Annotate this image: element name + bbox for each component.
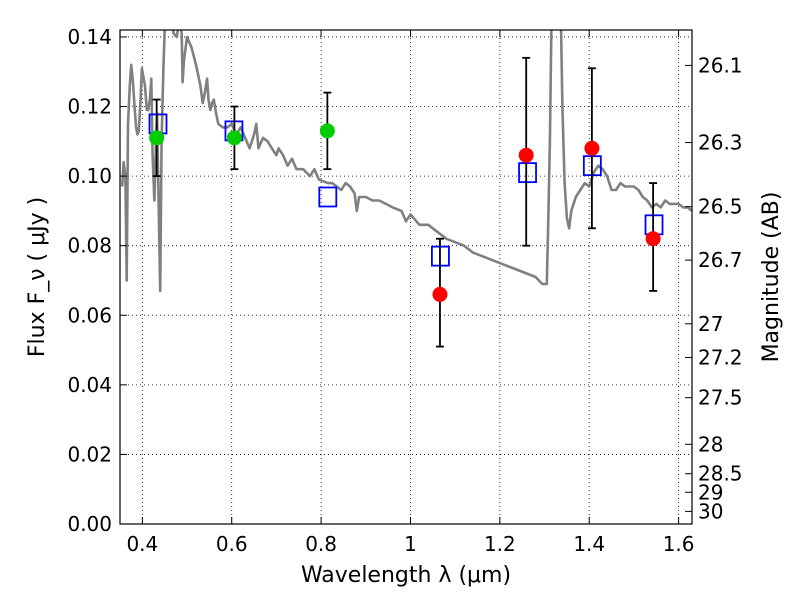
grid: [120, 30, 692, 525]
y2-axis-label: Magnitude (AB): [759, 192, 784, 363]
x-tick-label: 1.2: [484, 532, 516, 556]
y2-tick-label: 27.5: [698, 386, 743, 410]
y-tick-label: 0.02: [67, 442, 112, 466]
model-point: [518, 162, 537, 184]
x-tick-label: 1.4: [573, 532, 605, 556]
y2-tick-label: 27.2: [698, 345, 743, 369]
y-tick-label: 0.04: [67, 373, 112, 397]
y2-tick-label: 26.1: [698, 53, 743, 77]
y2-tick-label: 26.7: [698, 248, 743, 272]
y2-tick-label: 29: [698, 480, 723, 504]
y-tick-label: 0.14: [67, 25, 112, 49]
observed-point: [319, 123, 335, 139]
y2-tick-label: 27: [698, 312, 723, 336]
plot-area: [120, 30, 692, 348]
x-tick-label: 0.8: [305, 532, 337, 556]
x-tick-label: 1: [404, 532, 417, 556]
y2-tick-label: 26.5: [698, 195, 743, 219]
y-axis-label: Flux F_ν ( μJy ): [25, 197, 50, 357]
x-tick-label: 0.4: [126, 532, 158, 556]
y2-tick-label: 28.5: [698, 462, 743, 486]
observed-point: [226, 130, 242, 146]
observed-point: [645, 231, 661, 247]
y-tick-label: 0.08: [67, 234, 112, 258]
x-tick-label: 0.6: [216, 532, 248, 556]
y-tick-label: 0.00: [67, 512, 112, 536]
y2-tick-label: 30: [698, 499, 723, 523]
observed-point: [432, 286, 448, 302]
x-axis-label: Wavelength λ (μm): [301, 563, 511, 588]
observed-point: [149, 130, 165, 146]
axes: 0.4 0.6 0.8 1 1.2 1.4 1.6 0.00 0.02 0.04 0.06 0.08 0…: [67, 25, 742, 556]
plot-frame: [119, 29, 693, 525]
model-point: [318, 186, 338, 208]
y-tick-label: 0.12: [67, 95, 112, 119]
spectrum-line: [120, 30, 692, 293]
y2-tick-label: 28: [698, 432, 723, 456]
observed-point: [584, 140, 600, 156]
x-tick-label: 1.6: [663, 532, 695, 556]
y-tick-label: 0.10: [67, 164, 112, 188]
observed-point: [518, 147, 534, 163]
y-tick-label: 0.06: [67, 303, 112, 327]
y2-tick-label: 26.3: [698, 131, 743, 155]
